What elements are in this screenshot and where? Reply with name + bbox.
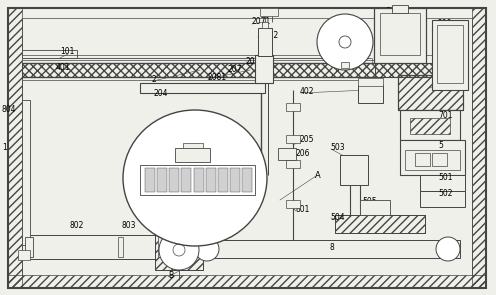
Bar [242, 168, 252, 192]
Bar [432, 153, 447, 166]
Bar [398, 75, 463, 110]
Text: 701: 701 [438, 111, 452, 119]
Bar [22, 50, 77, 58]
Bar [286, 135, 300, 143]
Bar [18, 250, 30, 260]
Bar [28, 235, 183, 259]
Text: 1: 1 [2, 143, 7, 153]
Text: 206: 206 [296, 148, 310, 158]
Bar [255, 55, 273, 83]
Bar [258, 28, 272, 56]
Bar [8, 275, 486, 288]
Bar [22, 63, 375, 77]
Bar [420, 175, 465, 191]
Bar [374, 8, 426, 63]
Bar [380, 13, 420, 55]
Text: 101: 101 [60, 47, 74, 57]
Bar [415, 153, 430, 166]
Text: 503: 503 [330, 143, 345, 153]
Bar [206, 168, 216, 192]
Bar [420, 191, 465, 207]
Text: 801: 801 [295, 206, 310, 214]
Bar [335, 215, 425, 233]
Text: 204: 204 [154, 88, 169, 98]
Text: 2: 2 [152, 76, 157, 84]
Bar [286, 103, 300, 111]
Text: 401: 401 [56, 63, 70, 73]
Text: 2082: 2082 [438, 63, 457, 73]
Bar [157, 168, 167, 192]
Text: 8: 8 [330, 243, 335, 253]
Text: 2081: 2081 [208, 73, 227, 83]
Bar [286, 160, 300, 168]
Bar [335, 215, 425, 233]
Bar [437, 25, 463, 83]
Bar [260, 8, 278, 16]
Bar [405, 150, 460, 170]
Bar [472, 8, 486, 288]
Bar [140, 83, 265, 93]
Bar [400, 140, 465, 175]
Bar [262, 22, 268, 28]
Text: 804: 804 [2, 106, 16, 114]
Text: 2071: 2071 [252, 17, 271, 27]
Text: 208: 208 [245, 58, 259, 66]
Bar [175, 148, 210, 162]
Bar [22, 100, 30, 245]
Bar [360, 200, 390, 215]
Bar [398, 75, 463, 110]
Bar [432, 20, 468, 90]
Text: 2091: 2091 [438, 52, 457, 60]
Circle shape [195, 237, 219, 261]
Bar [358, 85, 383, 103]
Text: 9: 9 [385, 6, 390, 16]
Bar [25, 237, 33, 257]
Bar [218, 168, 228, 192]
Text: 501: 501 [438, 173, 452, 183]
Bar [340, 155, 368, 185]
Bar [278, 148, 296, 160]
Bar [400, 110, 460, 140]
Bar [22, 58, 372, 63]
Text: 505: 505 [362, 197, 376, 206]
Bar [392, 5, 408, 13]
Bar [410, 118, 450, 134]
Bar [183, 143, 203, 148]
Circle shape [436, 237, 460, 261]
Bar [341, 62, 349, 68]
Text: 2072: 2072 [259, 30, 278, 40]
Bar [8, 8, 22, 288]
Text: B: B [168, 271, 173, 281]
Bar [158, 237, 163, 257]
Bar [193, 168, 203, 192]
Bar [230, 168, 240, 192]
Bar [140, 165, 255, 195]
Bar [375, 63, 432, 77]
Ellipse shape [123, 110, 267, 246]
Text: 803: 803 [122, 220, 136, 230]
Text: 402: 402 [300, 88, 314, 96]
Text: 207: 207 [228, 65, 243, 75]
Text: 205: 205 [299, 135, 313, 145]
Bar [195, 240, 460, 258]
Text: A: A [315, 171, 321, 179]
Text: 209: 209 [438, 19, 452, 27]
Bar [286, 200, 300, 208]
Bar [182, 168, 191, 192]
Bar [155, 228, 203, 270]
Bar [118, 237, 123, 257]
Bar [358, 78, 383, 86]
Text: 4: 4 [438, 78, 443, 88]
Circle shape [317, 14, 373, 70]
Circle shape [159, 230, 199, 270]
Bar [155, 228, 203, 270]
Text: 802: 802 [70, 220, 84, 230]
Bar [145, 168, 155, 192]
Bar [169, 168, 179, 192]
Text: 504: 504 [330, 212, 345, 222]
Text: 502: 502 [438, 189, 452, 199]
Text: 5: 5 [438, 140, 443, 150]
Text: C: C [330, 30, 336, 40]
